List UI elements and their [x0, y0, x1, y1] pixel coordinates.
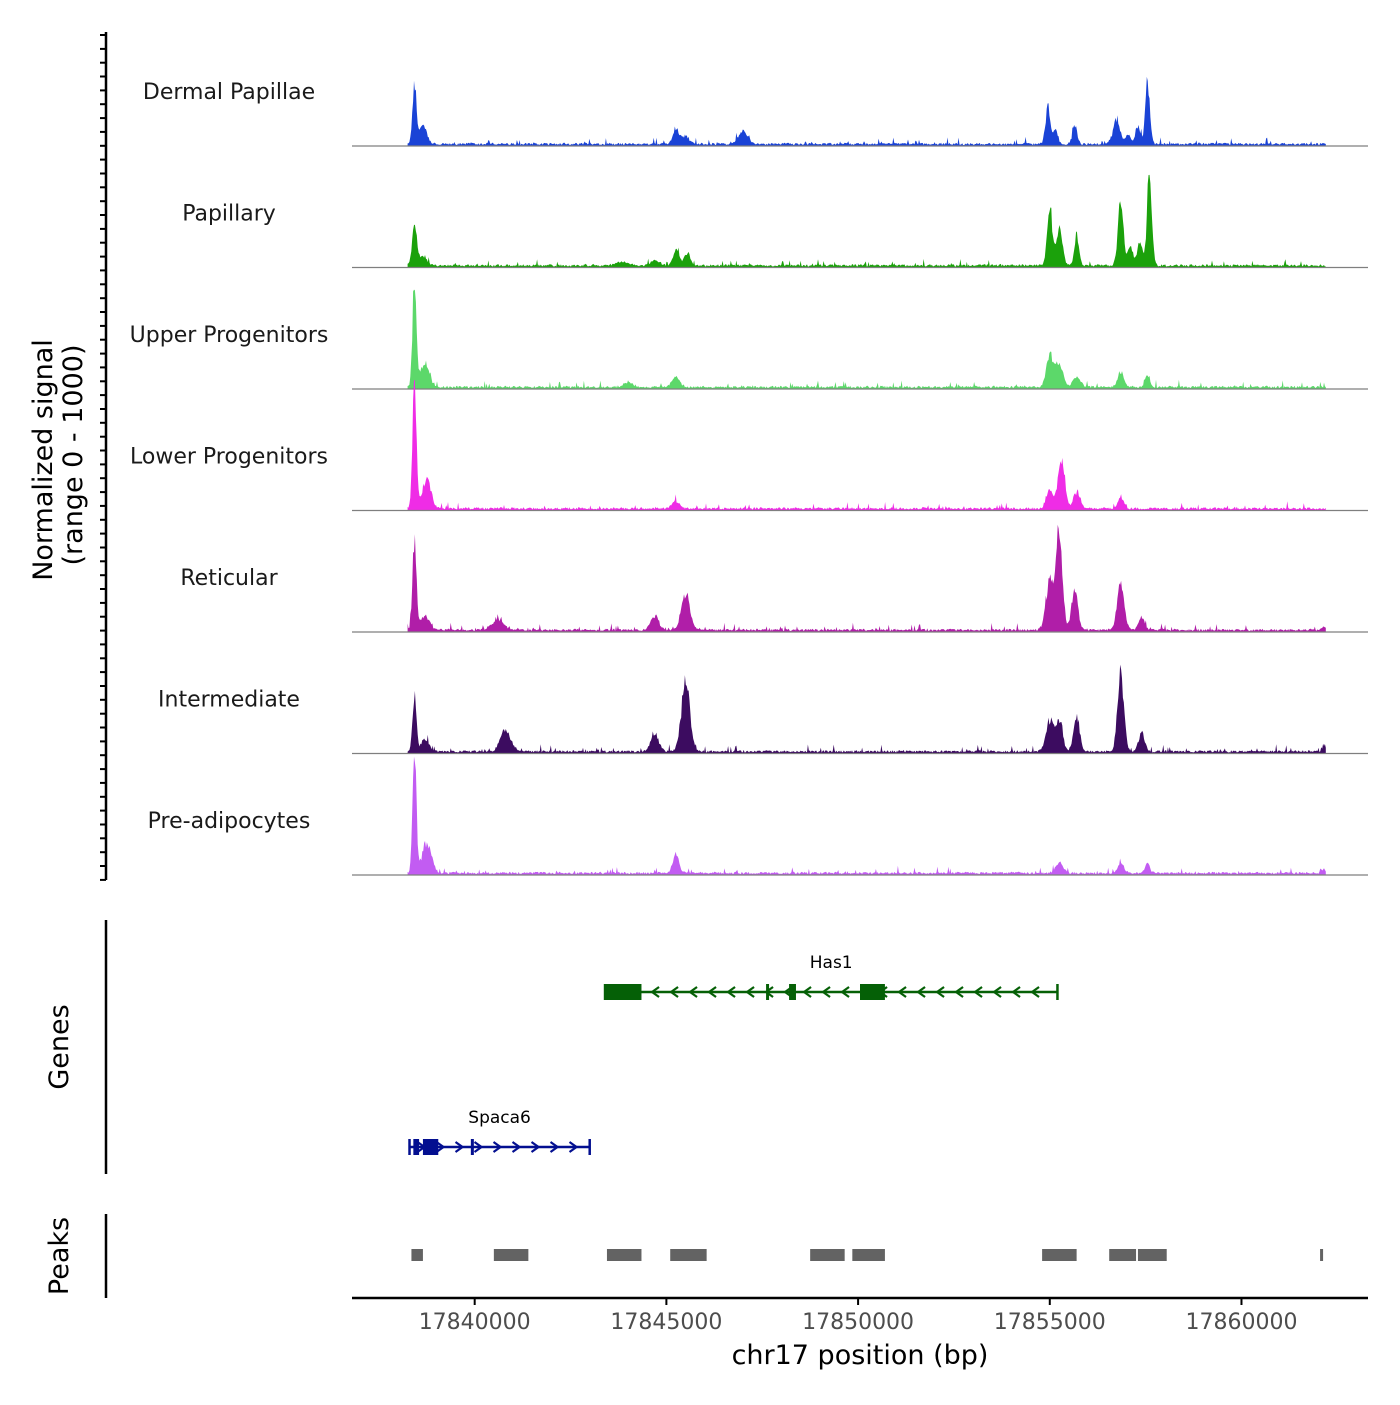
gene-label: Spaca6: [468, 1108, 531, 1128]
peaks-y-axis-label: Peaks: [44, 1217, 75, 1295]
coverage-section: Normalized signal (range 0 - 1000) Derma…: [28, 32, 1368, 881]
strand-arrow-icon: [745, 986, 755, 998]
peak-region: [606, 1249, 642, 1261]
strand-arrow-icon: [454, 1141, 465, 1153]
gene-model: Has1: [603, 953, 1059, 1000]
coverage-y-axis-label-line1: Normalized signal: [28, 339, 59, 581]
strand-arrow-icon: [1011, 986, 1021, 998]
x-tick-label: 17840000: [419, 1310, 531, 1335]
gene-exon: [789, 984, 796, 1000]
x-tick-label: 17855000: [994, 1310, 1106, 1335]
coverage-track: Intermediate: [158, 664, 1368, 755]
gene-exon: [766, 984, 770, 1000]
coverage-track: Reticular: [180, 524, 1368, 633]
coverage-y-axis-label-line2: (range 0 - 1000): [58, 345, 89, 566]
track-label: Papillary: [182, 202, 276, 227]
gene-model: Spaca6: [408, 1108, 591, 1155]
coverage-track: Upper Progenitors: [130, 289, 1368, 390]
x-axis: 17840000 17845000 17850000 17855000 17860000…: [352, 1296, 1368, 1371]
strand-arrow-icon: [707, 986, 717, 998]
genes-section: Genes Has1 Spaca6: [44, 920, 1059, 1174]
x-tick-label: 17850000: [802, 1310, 914, 1335]
track-label: Reticular: [180, 566, 278, 591]
strand-arrow-icon: [473, 1141, 484, 1153]
strand-arrow-icon: [897, 986, 907, 998]
coverage-track: Dermal Papillae: [143, 76, 1368, 147]
strand-arrow-icon: [530, 1141, 541, 1153]
track-label: Lower Progenitors: [130, 445, 328, 470]
coverage-track: Pre-adipocytes: [148, 756, 1368, 876]
coverage-track: Lower Progenitors: [130, 380, 1368, 512]
peak-region: [493, 1249, 529, 1261]
peak-regions: [411, 1249, 1324, 1261]
track-label: Dermal Papillae: [143, 80, 315, 105]
strand-arrow-icon: [549, 1141, 560, 1153]
peaks-section: Peaks: [44, 1214, 1324, 1298]
peak-region: [670, 1249, 707, 1261]
coverage-area: [407, 524, 1326, 632]
strand-arrow-icon: [840, 986, 850, 998]
x-axis-ticks: 17840000 17845000 17850000 17855000 17860000: [419, 1298, 1297, 1335]
strand-arrow-icon: [511, 1141, 522, 1153]
x-axis-label: chr17 position (bp): [732, 1340, 989, 1371]
track-label: Pre-adipocytes: [148, 809, 311, 834]
track-label: Intermediate: [158, 688, 300, 713]
peak-region: [1109, 1249, 1137, 1261]
coverage-area: [407, 756, 1326, 875]
track-label: Upper Progenitors: [130, 323, 329, 348]
strand-arrow-icon: [669, 986, 679, 998]
strand-arrow-icon: [764, 986, 774, 998]
coverage-area: [407, 174, 1326, 268]
x-tick-label: 17845000: [610, 1310, 722, 1335]
peak-region: [810, 1249, 845, 1261]
strand-arrow-icon: [1030, 986, 1040, 998]
strand-arrow-icon: [821, 986, 831, 998]
strand-arrow-icon: [973, 986, 983, 998]
strand-arrow-icon: [935, 986, 945, 998]
gene-exon: [422, 1139, 439, 1155]
peak-region: [1042, 1249, 1077, 1261]
strand-arrow-icon: [435, 1141, 446, 1153]
peak-region: [411, 1249, 423, 1261]
coverage-y-axis-ticks: [100, 34, 106, 881]
strand-arrow-icon: [650, 986, 660, 998]
genes-y-axis-label: Genes: [44, 1004, 75, 1089]
gene-exon: [860, 984, 885, 1000]
coverage-area: [407, 380, 1326, 511]
strand-arrow-icon: [992, 986, 1002, 998]
strand-arrow-icon: [802, 986, 812, 998]
coverage-track: Papillary: [182, 174, 1368, 269]
strand-arrow-icon: [568, 1141, 579, 1153]
gene-exon: [470, 1139, 474, 1155]
gene-exon: [413, 1139, 420, 1155]
gene-exon: [605, 984, 642, 1000]
coverage-area: [407, 664, 1326, 754]
strand-arrow-icon: [688, 986, 698, 998]
strand-arrow-icon: [726, 986, 736, 998]
strand-arrow-icon: [916, 986, 926, 998]
coverage-area: [407, 289, 1326, 389]
coverage-tracks: Dermal Papillae Papillary Upper Progenitor…: [130, 76, 1368, 876]
strand-arrow-icon: [954, 986, 964, 998]
peak-region: [1137, 1249, 1167, 1261]
x-tick-label: 17860000: [1185, 1310, 1297, 1335]
coverage-area: [407, 76, 1326, 146]
peak-region: [1320, 1249, 1324, 1261]
gene-models: Has1 Spaca6: [408, 953, 1059, 1155]
peak-region: [852, 1249, 885, 1261]
strand-arrow-icon: [492, 1141, 503, 1153]
gene-label: Has1: [810, 953, 853, 973]
